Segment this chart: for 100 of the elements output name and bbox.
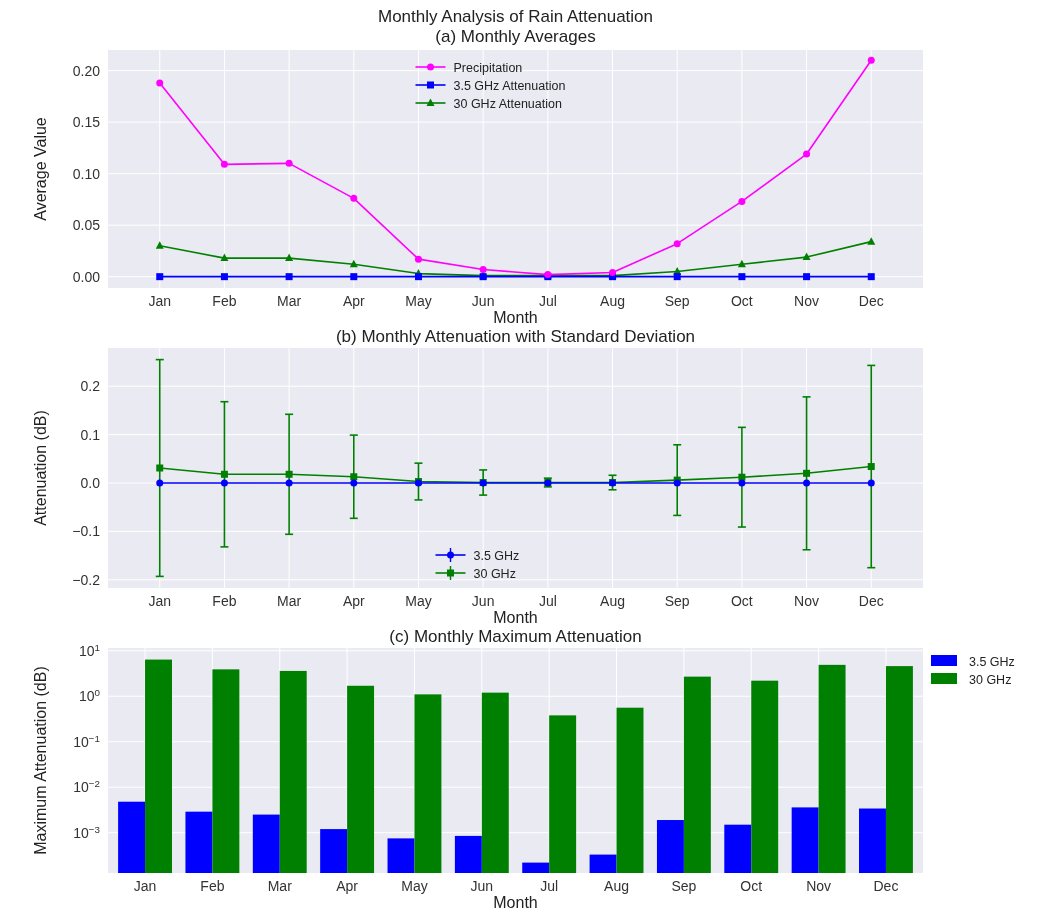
x-tick-label: Jul [540, 878, 559, 894]
x-tick-label: Oct [731, 593, 753, 609]
x-tick-label: Mar [267, 878, 293, 894]
y-tick-label: −0.1 [72, 523, 101, 540]
x-axis-title: Month [493, 894, 538, 911]
point [414, 273, 422, 281]
x-tick-label: Mar [277, 293, 302, 309]
x-tick-label: Sep [664, 593, 690, 609]
point [285, 253, 294, 262]
point [673, 273, 681, 281]
legend-label: 30 GHz [969, 672, 1012, 687]
y-tick-label: 0.10 [72, 165, 101, 182]
point [285, 470, 293, 478]
point [285, 159, 293, 167]
x-axis-title: Month [493, 609, 538, 626]
y-tick-label: 10$^{0}$ [78, 686, 101, 705]
legend-label: 3.5 GHz [969, 654, 1015, 669]
y-tick-label: −0.2 [72, 571, 101, 588]
legend-label: 30 GHz Attenuation [453, 96, 562, 111]
y-axis-title: Maximum Attenuation (dB) [32, 666, 49, 855]
point [738, 273, 746, 281]
legend-label: 3.5 GHz [473, 548, 520, 563]
y-tick-label: 10$^{−1}$ [73, 732, 100, 750]
y-tick-label: 10$^{−3}$ [73, 823, 101, 841]
chart-title: Monthly Analysis of Rain Attenuation [378, 7, 653, 26]
point [156, 479, 164, 487]
x-tick-label: Aug [600, 593, 625, 609]
x-tick-label: Oct [731, 293, 753, 309]
x-tick-label: Feb [212, 593, 237, 609]
point [867, 463, 875, 471]
x-tick-label: Dec [858, 593, 884, 609]
x-tick-label: Feb [200, 878, 225, 894]
x-tick-label: Jan [133, 878, 157, 894]
point [803, 479, 811, 487]
x-tick-label: Oct [740, 878, 763, 894]
y-tick-label: 0.15 [72, 114, 101, 131]
point [673, 240, 681, 248]
x-tick-label: Nov [794, 293, 820, 309]
x-tick-label: Apr [342, 593, 366, 609]
y-tick-label: 0.00 [72, 268, 101, 285]
point [220, 160, 228, 168]
point [414, 255, 422, 263]
legend-label: 3.5 GHz Attenuation [453, 78, 566, 93]
point [156, 273, 164, 281]
x-tick-label: Jul [538, 293, 557, 309]
point [803, 273, 811, 281]
point [738, 479, 746, 487]
point [867, 479, 875, 487]
x-tick-label: Aug [604, 878, 629, 894]
legend-label: 30 GHz [473, 566, 516, 581]
point [350, 194, 358, 202]
chart-title: (b) Monthly Attenuation with Standard Deviation [335, 327, 696, 346]
x-tick-label: May [405, 593, 432, 609]
y-axis-title: Attenuation (dB) [32, 410, 49, 526]
point [156, 464, 164, 472]
point [155, 241, 164, 249]
y-tick-label: 0.0 [80, 475, 101, 491]
x-tick-label: Mar [277, 593, 302, 609]
point [349, 259, 358, 268]
x-tick-label: Sep [664, 293, 690, 309]
y-tick-label: 0.05 [72, 217, 101, 234]
x-tick-label: Jun [471, 293, 495, 309]
x-tick-label: Jul [538, 593, 557, 609]
point [350, 473, 358, 481]
x-tick-label: Nov [794, 593, 820, 609]
point [350, 273, 358, 281]
point [220, 253, 229, 262]
y-tick-label: 10$^{−2}$ [73, 777, 100, 796]
point [802, 252, 811, 261]
legend-label: Precipitation [453, 60, 523, 75]
x-tick-label: Aug [600, 293, 625, 309]
x-tick-label: Dec [873, 878, 899, 894]
point [479, 265, 487, 273]
y-tick-label: 0.1 [80, 426, 101, 443]
x-tick-label: May [401, 878, 428, 894]
x-axis-title: Month [493, 309, 538, 326]
x-tick-label: Jun [470, 878, 494, 894]
x-tick-label: Jun [471, 593, 495, 609]
point [220, 273, 228, 281]
y-axis-title: Average Value [32, 117, 49, 221]
point [803, 150, 811, 158]
point [738, 197, 746, 205]
point [220, 470, 228, 478]
point [867, 273, 875, 281]
point [156, 79, 164, 87]
point [867, 237, 876, 245]
point [867, 56, 875, 64]
point [737, 259, 746, 268]
x-tick-label: Dec [858, 293, 884, 309]
x-tick-label: Apr [342, 293, 366, 309]
x-tick-label: Nov [806, 878, 832, 894]
point [350, 479, 358, 487]
x-tick-label: May [405, 293, 432, 309]
x-tick-label: Jan [148, 293, 172, 309]
point [285, 479, 293, 487]
chart-subtitle: (a) Monthly Averages [435, 27, 596, 46]
point [285, 273, 293, 281]
point [220, 479, 228, 487]
y-tick-label: 0.2 [80, 378, 101, 395]
x-tick-label: Apr [336, 878, 359, 894]
